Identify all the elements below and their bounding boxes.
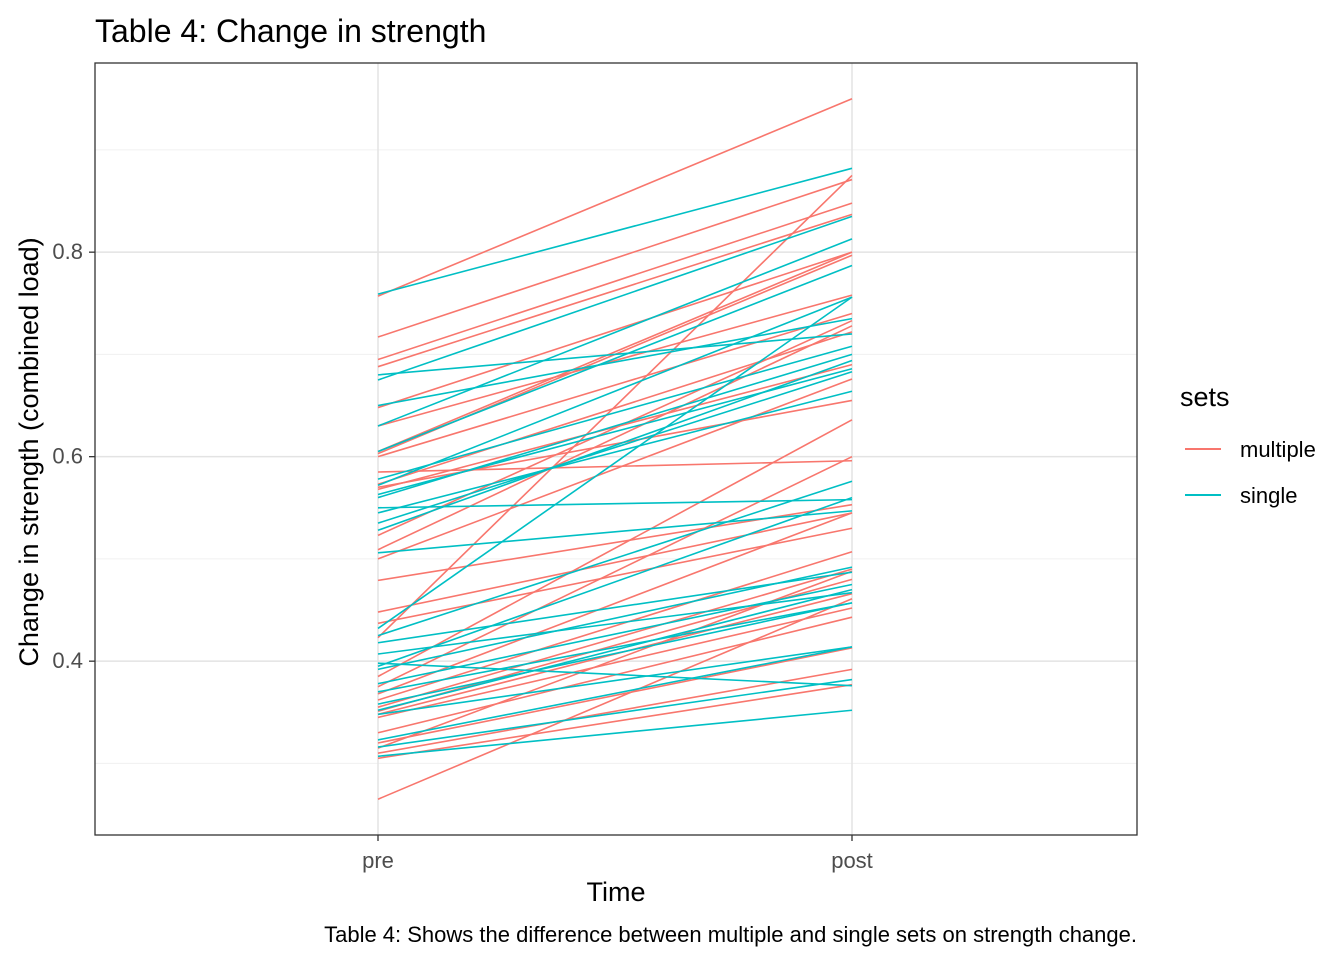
series-line-single [377,296,853,630]
gridlines [95,63,1137,835]
series-line-single [377,646,853,741]
series-line-multiple [377,512,853,613]
series-line-multiple [377,378,853,560]
series-line-multiple [377,668,853,754]
series-line-multiple [377,598,853,800]
legend-label-single: single [1240,483,1297,508]
series-line-single [377,602,853,693]
series-line-single [377,662,853,687]
plot-panel-border [94,62,1138,836]
series-line-multiple [377,607,853,719]
series-line-multiple [377,455,853,688]
series-line-single [377,583,853,685]
y-tick-label: 0.4 [52,648,83,673]
series-line-single [377,215,853,381]
chart-title: Table 4: Change in strength [95,13,486,49]
series-line-multiple [377,683,853,760]
x-axis-ticks: pre post [362,835,873,873]
series-line-multiple [377,527,853,625]
y-axis-ticks: 0.4 0.6 0.8 [52,239,95,673]
chart-caption: Table 4: Shows the difference between mu… [324,922,1137,947]
series-line-single [377,510,853,554]
series-line-single [377,646,853,716]
series-line-single [377,264,853,453]
series-line-multiple [377,213,853,368]
series-line-single [377,371,853,524]
series-line-multiple [377,174,853,639]
y-tick-label: 0.8 [52,239,83,264]
series-line-multiple [377,512,853,695]
series-line-multiple [377,98,853,297]
series-line-single [377,167,853,295]
legend-label-multiple: multiple [1240,437,1316,462]
y-tick-label: 0.6 [52,444,83,469]
series-line-single [377,591,853,655]
series-line-single [377,238,853,427]
x-tick-label: pre [362,848,394,873]
series-line-single [377,496,853,668]
series-line-single [377,709,853,758]
series-line-multiple [377,202,853,361]
series-line-multiple [377,251,853,409]
series-line-single [377,588,853,712]
series-line-multiple [377,178,853,338]
series-line-single [377,345,853,480]
series-line-single [377,602,853,705]
x-tick-label: post [831,848,873,873]
series-line-single [377,566,853,671]
series-line-single [377,678,853,748]
series-line-multiple [377,251,853,453]
series-line-multiple [377,312,853,458]
series-line-single [377,333,853,376]
series-line-multiple [377,294,853,427]
series-line-single [377,498,853,509]
series-line-multiple [377,419,853,678]
series-line-multiple [377,568,853,708]
series-lines [377,98,853,800]
series-line-single [377,296,853,487]
series-line-multiple [377,647,853,744]
legend: sets multiple single [1180,382,1316,508]
x-axis-title: Time [587,877,646,907]
series-line-single [377,390,853,514]
series-line-multiple [377,550,853,701]
series-line-single [377,359,853,532]
series-line-single [377,353,853,499]
series-line-multiple [377,325,853,551]
series-line-single [377,480,853,637]
series-line-multiple [377,363,853,491]
series-line-multiple [377,319,853,537]
series-line-single [377,317,853,407]
legend-title: sets [1180,382,1230,412]
y-axis-title: Change in strength (combined load) [14,237,44,666]
